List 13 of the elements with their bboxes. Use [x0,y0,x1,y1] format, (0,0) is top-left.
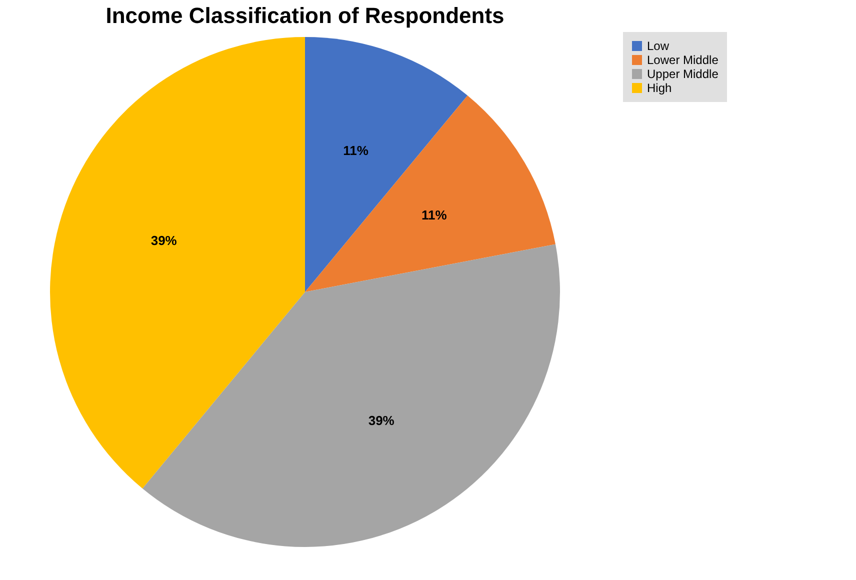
pie-slice [305,96,556,292]
pie-slice [50,37,305,488]
pie-slice [305,37,468,292]
legend-label: Upper Middle [647,67,719,81]
legend-label: Lower Middle [647,53,719,67]
data-label: 11% [421,208,448,223]
data-label: 39% [368,413,395,428]
data-label: 39% [150,233,178,248]
pie-slice [142,244,560,547]
legend-label: High [647,81,672,95]
data-label: 11% [343,142,369,158]
chart-title: Income Classification of Respondents [106,3,504,28]
legend-label: Low [647,39,670,53]
